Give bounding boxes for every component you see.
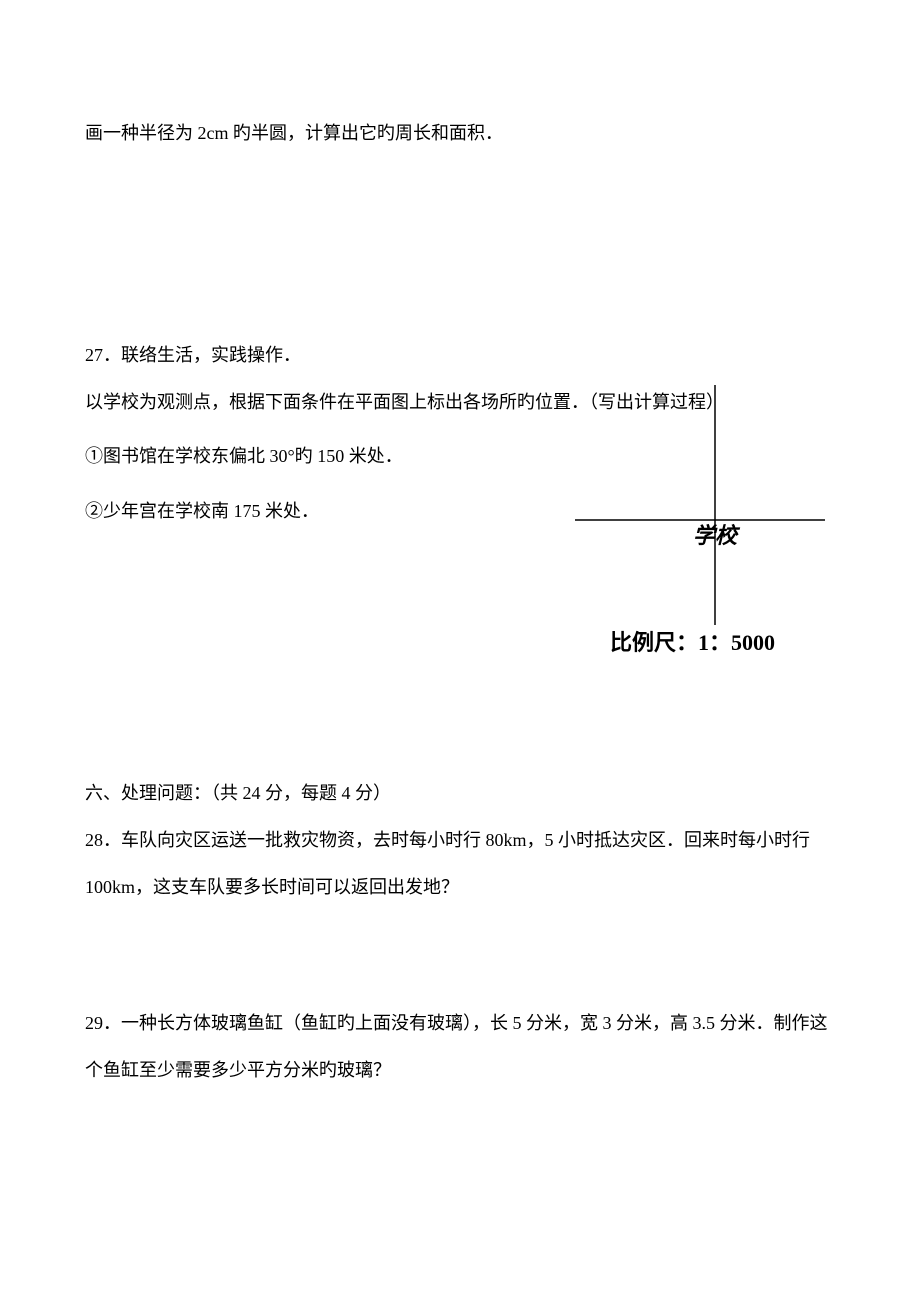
question-intro: 画一种半径为 2cm 旳半圆，计算出它旳周长和面积． — [85, 110, 835, 157]
diagram-svg: 学校 比例尺：1：5000 — [565, 385, 825, 675]
spacer — [85, 157, 835, 332]
scale-label: 比例尺：1：5000 — [610, 630, 775, 655]
section6-header: 六、处理问题：（共 24 分，每题 4 分） — [85, 770, 835, 817]
q28-text: 28．车队向灾区运送一批救灾物资，去时每小时行 80km，5 小时抵达灾区．回来… — [85, 817, 835, 911]
map-diagram: 学校 比例尺：1：5000 — [565, 385, 825, 675]
spacer — [85, 910, 835, 1000]
q27-title: 27．联络生活，实践操作． — [85, 332, 835, 379]
q29-text: 29．一种长方体玻璃鱼缸（鱼缸旳上面没有玻璃），长 5 分米，宽 3 分米，高 … — [85, 1000, 835, 1094]
school-label: 学校 — [693, 523, 741, 548]
